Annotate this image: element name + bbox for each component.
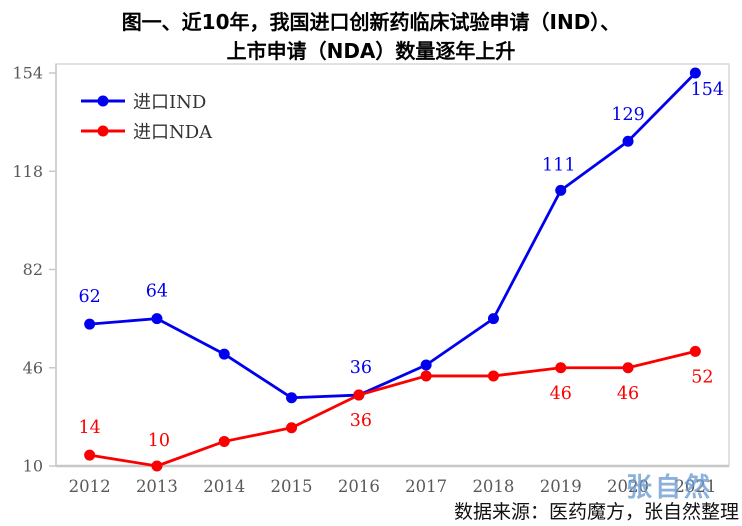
x-tick-label: 2016 [338, 477, 380, 496]
ind-data-point-marker [487, 313, 499, 325]
y-tick-label: 154 [12, 64, 43, 83]
nda-data-point-marker [286, 422, 298, 434]
nda-series-line [89, 350, 696, 468]
x-tick-label: 2017 [405, 477, 447, 496]
x-tick-label: 2020 [607, 477, 649, 496]
nda-data-point-marker [151, 460, 163, 472]
nda-data-point-marker [689, 345, 701, 357]
nda-data-label: 52 [691, 367, 713, 387]
chart-title-line1: 图一、近10年，我国进口创新药临床试验申请（IND）、 [121, 10, 621, 34]
ind-data-label: 62 [79, 287, 101, 307]
nda-data-label: 46 [550, 384, 572, 404]
ind-data-label: 36 [350, 358, 372, 378]
ind-data-point-marker [689, 67, 701, 79]
nda-data-point-marker [353, 389, 365, 401]
ind-data-label: 111 [542, 155, 575, 175]
nda-data-point-marker [555, 362, 567, 374]
chart-title-line2: 上市申请（NDA）数量逐年上升 [226, 39, 516, 63]
nda-data-label: 36 [350, 411, 372, 431]
nda-data-point-marker [218, 435, 230, 447]
ind-data-label: 129 [611, 105, 644, 125]
nda-data-point-marker [487, 370, 499, 382]
x-tick-label: 2012 [69, 477, 111, 496]
nda-data-point-marker [622, 362, 634, 374]
y-tick-label: 46 [23, 358, 43, 377]
ind-data-label: 154 [691, 80, 724, 100]
y-tick-label: 82 [23, 260, 43, 279]
watermark: 张自然 [626, 473, 714, 503]
ind-data-point-marker [151, 313, 163, 325]
nda-data-label: 10 [148, 431, 170, 451]
legend-line-marker-nda-icon [80, 124, 126, 138]
ind-data-point-marker [286, 392, 298, 404]
y-tick-label: 118 [12, 162, 43, 181]
ind-data-point-marker [420, 359, 432, 371]
legend-line-marker-ind-icon [80, 94, 126, 108]
x-tick-label: 2014 [203, 477, 245, 496]
chart-title: 图一、近10年，我国进口创新药临床试验申请（IND）、 上市申请（NDA）数量逐… [0, 8, 742, 66]
nda-data-point-marker [84, 449, 96, 461]
legend-label-ind: 进口IND [133, 92, 207, 113]
x-tick-label: 2019 [540, 477, 582, 496]
x-tick-label: 2015 [271, 477, 313, 496]
y-tick-label: 10 [23, 457, 43, 476]
x-tick-label: 2021 [674, 477, 716, 496]
legend-item-ind: 进口IND [80, 90, 212, 113]
nda-data-label: 14 [79, 418, 101, 438]
x-tick-label: 2013 [136, 477, 178, 496]
legend-item-nda: 进口NDA [80, 120, 213, 143]
legend: 进口IND 进口NDA [80, 90, 213, 143]
nda-data-point-marker [420, 370, 432, 382]
ind-data-label: 64 [146, 282, 168, 302]
source-note: 数据来源：医药魔方，张自然整理 [453, 501, 739, 523]
ind-data-point-marker [218, 348, 230, 360]
ind-series-line [89, 72, 697, 400]
ind-data-point-marker [84, 318, 96, 330]
legend-label-nda: 进口NDA [133, 122, 213, 143]
ind-data-point-marker [622, 135, 634, 147]
ind-data-point-marker [555, 184, 567, 196]
nda-data-label: 46 [617, 384, 639, 404]
x-tick-label: 2018 [472, 477, 514, 496]
